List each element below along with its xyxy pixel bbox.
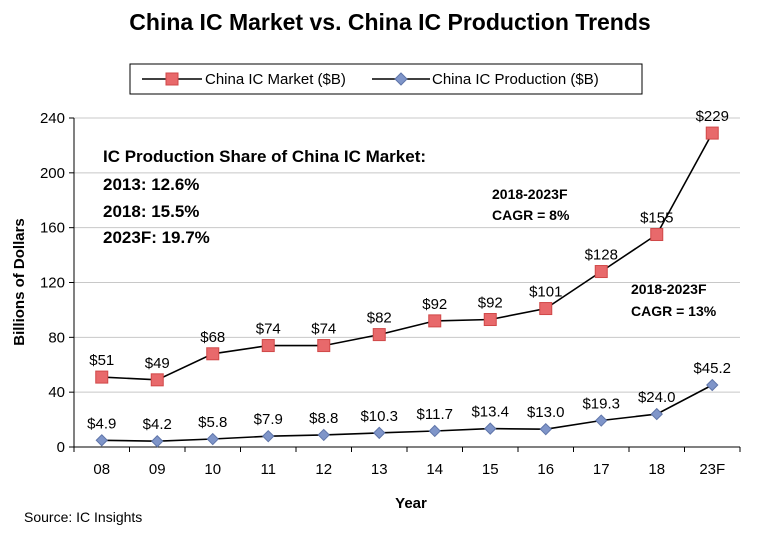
production-data-label: $5.8 xyxy=(198,414,227,431)
production-point xyxy=(262,429,275,443)
production-point xyxy=(95,434,108,447)
market-point xyxy=(150,373,164,387)
production-point xyxy=(595,414,608,427)
x-tick-label: 16 xyxy=(537,461,554,478)
market-point xyxy=(206,347,220,361)
x-tick-label: 10 xyxy=(204,461,221,478)
production-data-label: $24.0 xyxy=(638,389,676,406)
market-data-label: $155 xyxy=(640,210,673,227)
market-point xyxy=(705,126,719,140)
production-point xyxy=(650,407,663,421)
x-tick-label: 12 xyxy=(315,461,332,478)
y-tick-label: 0 xyxy=(57,439,65,456)
series-production: $4.9 $4.2 $5.8 $7.9 $8.8 $10.3 $11.7 $13.4 $13.0… xyxy=(87,360,731,448)
y-tick-label: 200 xyxy=(40,165,65,182)
production-point xyxy=(206,432,219,446)
market-data-label: $128 xyxy=(585,247,618,264)
y-axis-label: Billions of Dollars xyxy=(11,218,28,346)
y-tick-label: 120 xyxy=(40,275,65,292)
share-heading: IC Production Share of China IC Market: xyxy=(103,147,426,166)
production-data-label: $19.3 xyxy=(582,396,620,413)
production-point xyxy=(151,435,164,448)
production-data-label: $7.9 xyxy=(254,411,283,428)
market-point xyxy=(650,228,664,242)
market-data-label: $74 xyxy=(256,321,281,338)
market-data-label: $101 xyxy=(529,284,562,301)
production-data-label: $8.8 xyxy=(309,410,338,427)
legend-market-marker xyxy=(165,72,179,86)
production-data-label: $13.4 xyxy=(471,404,509,421)
y-tick-label: 160 xyxy=(40,220,65,237)
market-data-label: $74 xyxy=(311,321,336,338)
x-tick-label: 23F xyxy=(699,461,725,478)
production-data-label: $4.9 xyxy=(87,415,116,432)
market-point xyxy=(261,339,275,353)
market-point xyxy=(539,302,553,316)
x-tick-labels: 08 09 10 11 12 13 14 15 16 17 18 23F xyxy=(73,447,741,478)
x-tick-label: 09 xyxy=(149,461,166,478)
x-tick-label: 17 xyxy=(593,461,610,478)
production-point xyxy=(484,422,497,435)
legend-market-label: China IC Market ($B) xyxy=(205,71,346,88)
x-tick-label: 18 xyxy=(648,461,665,478)
market-point xyxy=(372,328,386,342)
market-point xyxy=(428,314,442,328)
legend-production-label: China IC Production ($B) xyxy=(432,71,599,88)
production-data-label: $13.0 xyxy=(527,404,565,421)
market-point xyxy=(483,313,497,327)
y-grid xyxy=(74,117,740,393)
cagr-production-value: CAGR = 13% xyxy=(631,303,717,319)
legend: China IC Market ($B) China IC Production… xyxy=(129,63,643,95)
share-line-2023f: 2023F: 19.7% xyxy=(103,228,210,247)
source-note: Source: IC Insights xyxy=(24,509,142,525)
y-tick-label: 240 xyxy=(40,110,65,127)
cagr-production-annotation: 2018-2023F CAGR = 13% xyxy=(631,281,717,319)
market-data-label: $49 xyxy=(145,355,170,372)
x-tick-label: 13 xyxy=(371,461,388,478)
x-axis-label: Year xyxy=(395,495,427,512)
chart-title: China IC Market vs. China IC Production … xyxy=(129,9,650,35)
series-market: $51 $49 $68 $74 $74 $82 $92 $92 $101 $128 $155 $229 xyxy=(89,108,729,387)
cagr-market-annotation: 2018-2023F CAGR = 8% xyxy=(492,186,570,223)
production-data-label: $4.2 xyxy=(143,416,172,433)
production-data-label: $45.2 xyxy=(693,360,731,377)
x-tick-label: 14 xyxy=(426,461,443,478)
y-tick-label: 40 xyxy=(48,384,65,401)
market-data-label: $92 xyxy=(478,295,503,312)
x-tick-label: 08 xyxy=(93,461,110,478)
production-data-label: $11.7 xyxy=(417,406,453,423)
market-data-label: $92 xyxy=(422,296,447,313)
production-point xyxy=(317,428,330,442)
share-line-2018: 2018: 15.5% xyxy=(103,202,199,221)
cagr-production-period: 2018-2023F xyxy=(631,281,707,297)
x-tick-label: 15 xyxy=(482,461,499,478)
market-data-label: $229 xyxy=(696,108,729,125)
market-data-label: $82 xyxy=(367,310,392,327)
y-tick-labels: 0 40 80 120 160 200 240 xyxy=(40,110,74,456)
market-data-label: $51 xyxy=(89,352,114,369)
legend-production-marker xyxy=(394,72,408,86)
production-point xyxy=(428,424,441,438)
cagr-market-period: 2018-2023F xyxy=(492,186,568,202)
y-tick-label: 80 xyxy=(48,329,65,346)
production-line xyxy=(101,384,713,443)
share-annotation: IC Production Share of China IC Market: … xyxy=(103,147,426,247)
x-tick-label: 11 xyxy=(260,461,276,478)
market-point xyxy=(317,339,331,353)
market-data-label: $68 xyxy=(200,329,225,346)
market-point xyxy=(95,370,109,384)
market-point xyxy=(594,265,608,279)
production-point xyxy=(373,426,386,440)
cagr-market-value: CAGR = 8% xyxy=(492,207,570,223)
production-point xyxy=(539,422,552,436)
production-point xyxy=(706,378,719,392)
share-line-2013: 2013: 12.6% xyxy=(103,175,199,194)
production-data-label: $10.3 xyxy=(360,408,398,425)
market-line xyxy=(101,132,714,381)
